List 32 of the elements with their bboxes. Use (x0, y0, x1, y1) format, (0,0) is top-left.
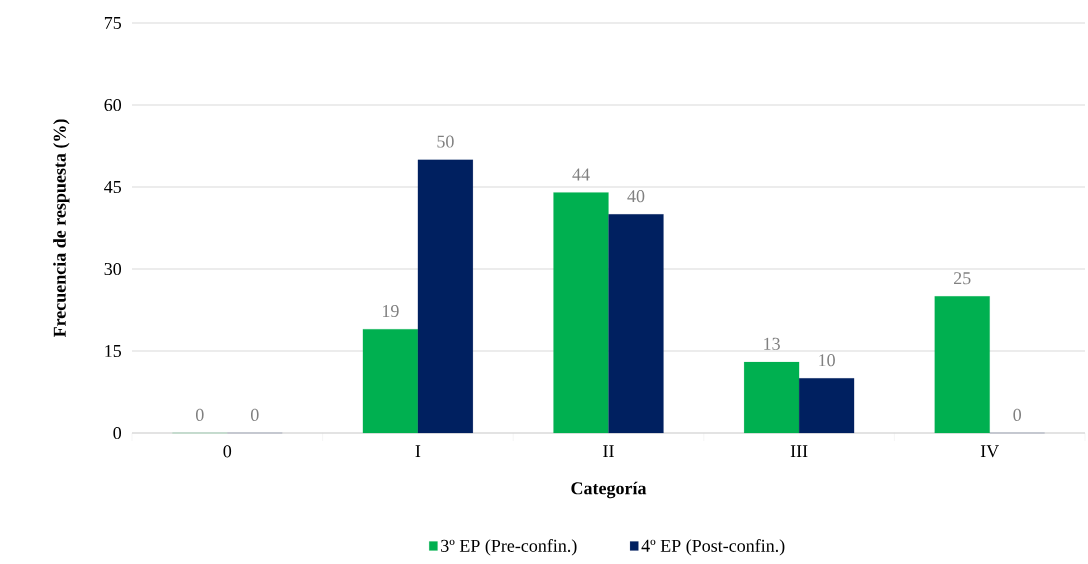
y-tick-label: 45 (104, 180, 122, 194)
y-tick-label: 60 (104, 98, 122, 112)
data-label: 13 (764, 337, 780, 350)
x-tick-label: II (603, 445, 614, 458)
x-tick-label: IV (980, 445, 999, 458)
y-tick-label: 0 (113, 426, 122, 440)
x-tick-label: 0 (223, 445, 232, 458)
y-axis-title: Frecuencia de respuesta (%) (53, 119, 70, 338)
data-label: 50 (437, 135, 454, 148)
legend-label: 3º EP (Pre-confin.) (441, 539, 577, 556)
data-label: 0 (250, 408, 259, 421)
x-tick-label: III (790, 445, 808, 458)
legend-label: 4º EP (Post-confin.) (641, 539, 785, 556)
x-axis-title: Categoría (571, 481, 647, 499)
bar (553, 192, 609, 434)
data-label: 40 (627, 190, 645, 203)
bar (799, 378, 855, 434)
data-label: 25 (954, 272, 971, 285)
data-label: 44 (572, 168, 590, 181)
data-label: 0 (1013, 408, 1022, 421)
x-tick-label: I (415, 445, 421, 458)
y-tick-label: 75 (104, 17, 122, 29)
y-tick-label: 15 (105, 344, 122, 358)
bar (362, 329, 418, 434)
bar (608, 214, 664, 434)
bar (934, 296, 990, 434)
bar (417, 159, 473, 434)
y-tick-label: 30 (104, 262, 122, 276)
data-label: 0 (195, 408, 204, 421)
data-label: 10 (819, 354, 835, 367)
bar (744, 361, 800, 434)
data-label: 19 (382, 304, 399, 318)
